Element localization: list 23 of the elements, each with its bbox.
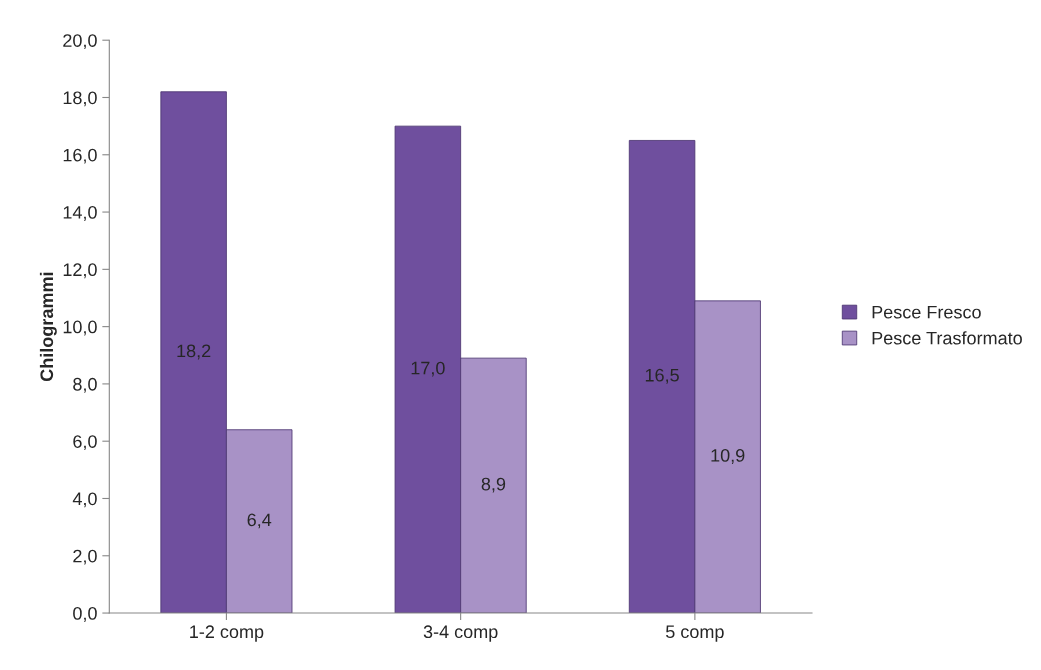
y-tick-label: 20,0: [63, 34, 97, 50]
data-label: 8,9: [481, 477, 506, 493]
y-tick-label: 18,0: [63, 91, 97, 107]
x-tick-label: 1-2 comp: [190, 625, 264, 642]
legend-label: Pesce Fresco: [872, 305, 981, 319]
x-tick-label: 5 comp: [665, 625, 724, 642]
y-tick-label: 6,0: [73, 435, 97, 451]
data-label: 6,4: [247, 513, 272, 529]
y-tick-label: 4,0: [72, 492, 97, 508]
data-label: 17,0: [411, 361, 445, 377]
y-axis-title: Chilogrammi: [39, 272, 57, 382]
data-label: 10,9: [711, 449, 745, 464]
y-tick-label: 10,0: [63, 320, 97, 336]
data-label: 18,2: [177, 344, 211, 360]
legend-label: Pesce Trasformato: [872, 331, 1022, 345]
data-label: 16,5: [645, 368, 679, 384]
y-tick-label: 14,0: [63, 205, 97, 221]
y-tick-label: 16,0: [63, 148, 97, 164]
y-tick-label: 0,0: [73, 606, 97, 622]
x-tick-label: 3-4 comp: [423, 625, 498, 642]
y-tick-label: 2,0: [73, 549, 97, 565]
y-tick-label: 8,0: [73, 377, 97, 393]
y-tick-label: 12,0: [63, 263, 97, 279]
